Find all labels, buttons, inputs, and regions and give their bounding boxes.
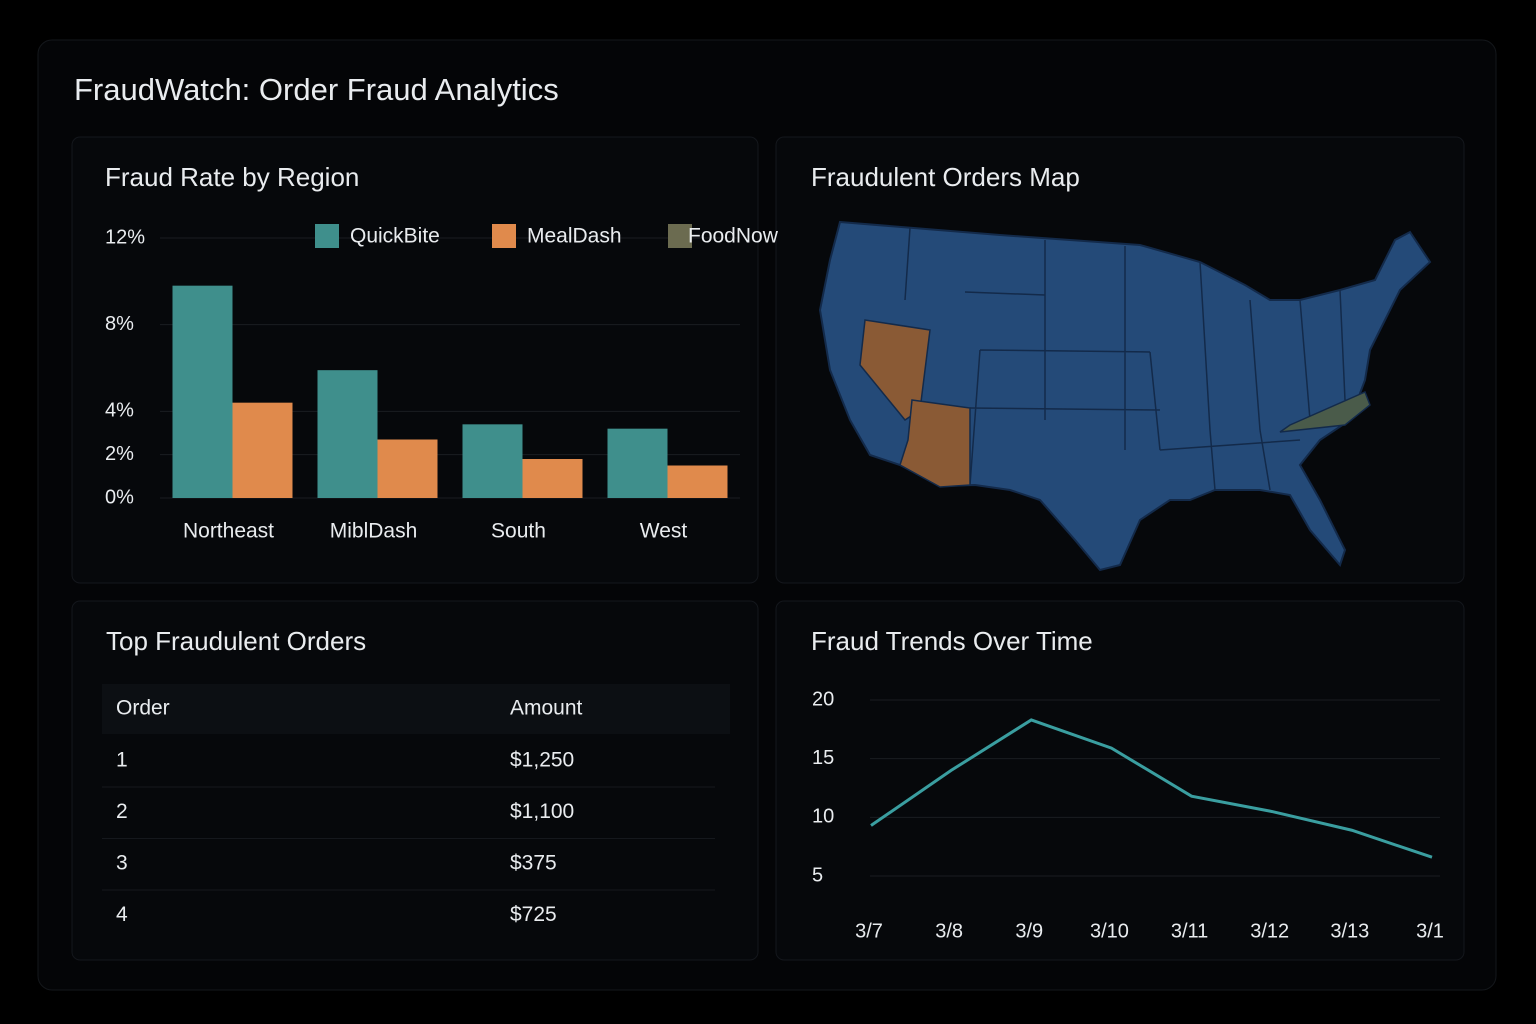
x-tick-label: West <box>640 520 688 543</box>
bar <box>462 424 523 498</box>
table-cell: 4 <box>116 903 128 926</box>
panel <box>775 600 1465 961</box>
table-cell: $1,100 <box>510 800 574 823</box>
y-tick-label: 10 <box>812 806 834 828</box>
table-cell: 1 <box>116 749 128 772</box>
table-header <box>102 684 730 734</box>
column-header: Amount <box>510 697 583 720</box>
legend-swatch <box>492 224 516 248</box>
panel-title: Fraud Rate by Region <box>105 162 359 192</box>
x-tick-label: 3/13 <box>1330 920 1369 942</box>
x-tick-label: 3/8 <box>935 920 963 942</box>
bar <box>377 439 438 498</box>
legend-swatch <box>315 224 339 248</box>
us-map <box>818 220 1432 572</box>
state-borders <box>904 227 1346 491</box>
trend-line <box>870 718 1433 859</box>
table-cell: $375 <box>510 852 557 875</box>
panel-title: Fraudulent Orders Map <box>811 162 1080 192</box>
x-tick-label: 3/7 <box>855 920 883 942</box>
table-cell: $725 <box>510 903 557 926</box>
table-cell: 3 <box>116 852 128 875</box>
bar <box>317 370 378 498</box>
legend-label: MealDash <box>527 225 622 248</box>
bar <box>232 402 293 498</box>
legend-label: FoodNow <box>688 225 779 248</box>
x-tick-label: 3/9 <box>1015 920 1043 942</box>
table-cell: $1,250 <box>510 749 574 772</box>
bar <box>522 459 583 498</box>
x-tick-label: 3/11 <box>1171 920 1208 942</box>
y-tick-label: 5 <box>812 864 823 886</box>
y-tick-label: 0% <box>105 486 134 508</box>
bar <box>607 428 668 498</box>
column-header: Order <box>116 697 170 720</box>
bar <box>172 285 233 498</box>
panel-title: Fraud Trends Over Time <box>811 626 1093 656</box>
state-highlight <box>1279 390 1371 433</box>
x-tick-label: 3/1 <box>1416 920 1444 942</box>
state-highlight <box>899 399 971 488</box>
y-tick-label: 2% <box>105 443 134 465</box>
panel-title: Top Fraudulent Orders <box>106 626 366 656</box>
x-tick-label: MiblDash <box>330 520 418 543</box>
table-cell: 2 <box>116 800 128 823</box>
dashboard-title: FraudWatch: Order Fraud Analytics <box>74 72 559 107</box>
bar <box>667 465 728 498</box>
y-tick-label: 15 <box>812 747 834 769</box>
y-tick-label: 12% <box>105 226 145 248</box>
x-tick-label: South <box>491 520 546 543</box>
y-tick-label: 8% <box>105 313 134 335</box>
legend-label: QuickBite <box>350 225 440 248</box>
legend-swatch <box>668 224 692 248</box>
y-tick-label: 20 <box>812 688 834 710</box>
x-tick-label: Northeast <box>183 520 274 543</box>
x-tick-label: 3/10 <box>1090 920 1129 942</box>
x-tick-label: 3/12 <box>1250 920 1289 942</box>
y-tick-label: 4% <box>105 400 134 422</box>
